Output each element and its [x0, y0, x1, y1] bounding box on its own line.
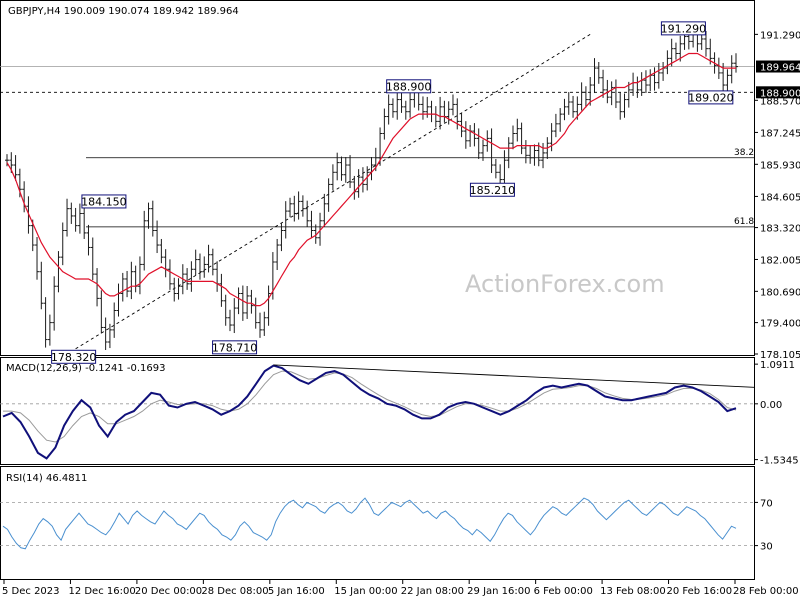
x-tick-label: 6 Feb 00:00 — [534, 586, 593, 597]
x-tick-label: 20 Dec 00:00 — [135, 586, 202, 597]
price-panel — [0, 0, 755, 356]
price-annotation-box — [81, 194, 127, 209]
y-tick-label: 188.570 — [760, 96, 800, 107]
price-annotation-label: 188.900 — [386, 80, 432, 93]
price-grid: 38.2 61.8 — [0, 33, 754, 350]
y-tick-label: 191.290 — [760, 30, 800, 41]
price-annotation-box — [660, 21, 706, 36]
watermark: ActionForex.com — [465, 270, 665, 298]
price-annotation-label: 178.710 — [212, 341, 258, 354]
price-annotation-label: 178.320 — [51, 351, 97, 364]
x-tick-label: 28 Dec 08:00 — [201, 586, 268, 597]
moving-average-line — [6, 52, 736, 307]
price-annotation-box — [51, 349, 97, 364]
price-annotation-box — [688, 90, 734, 105]
price-annotation-box — [212, 340, 258, 355]
rising-trendline — [75, 33, 591, 350]
macd-y-tick-label: -1.5345 — [760, 456, 799, 467]
y-tick-label: 185.930 — [760, 160, 800, 171]
rsi-line — [2, 497, 737, 550]
macd-trendline — [273, 364, 755, 388]
price-label-box — [756, 86, 800, 99]
y-tick-label: 179.400 — [760, 319, 800, 330]
y-tick-label: 178.105 — [760, 350, 800, 361]
y-tick-label: 184.605 — [760, 192, 800, 203]
rsi-panel — [0, 466, 755, 580]
x-tick-label: 29 Jan 16:00 — [467, 586, 530, 597]
macd-signal-line — [3, 370, 737, 443]
price-annotation-label: 191.290 — [661, 22, 707, 35]
x-tick-label: 13 Feb 08:00 — [600, 586, 666, 597]
fib-level-label: 61.8 — [734, 217, 754, 227]
x-tick-label: 22 Jan 08:00 — [401, 586, 464, 597]
y-tick-label: 189.964 — [760, 63, 800, 74]
rsi-y-axis: 70 30 — [754, 498, 773, 553]
y-tick-label: 180.690 — [760, 287, 800, 298]
price-annotation-box — [469, 182, 515, 197]
price-label-box — [756, 60, 800, 73]
macd-y-tick-label: 0.00 — [760, 400, 782, 411]
price-annotation-label: 189.020 — [688, 91, 734, 104]
macd-series — [0, 364, 755, 460]
price-annotations: 178.320 184.150 178.710 188.900 185.210 191.2… — [51, 21, 734, 364]
macd-panel-title: MACD(12,26,9) -0.1241 -0.1693 — [6, 363, 166, 374]
price-annotation-label: 184.150 — [81, 195, 127, 208]
x-tick-label: 5 Dec 2023 — [2, 586, 60, 597]
x-tick-label: 20 Feb 16:00 — [667, 586, 733, 597]
rsi-series — [0, 497, 754, 550]
y-tick-label: 182.005 — [760, 255, 800, 266]
macd-y-axis: 1.0911 0.00 -1.5345 — [754, 360, 799, 467]
rsi-y-tick-label: 30 — [760, 542, 773, 553]
price-panel-title: GBPJPY,H4 190.009 190.074 189.942 189.96… — [8, 6, 239, 17]
macd-line — [2, 364, 737, 460]
x-axis: 5 Dec 2023 12 Dec 16:00 20 Dec 00:00 28 Dec… — [2, 580, 799, 597]
x-tick-label: 28 Feb 00:00 — [733, 586, 799, 597]
y-tick-label: 188.900 — [760, 88, 800, 99]
rsi-y-tick-label: 70 — [760, 498, 773, 509]
price-annotation-box — [386, 79, 432, 94]
fib-level-label: 38.2 — [734, 148, 754, 158]
macd-panel — [0, 357, 755, 465]
rsi-panel-title: RSI(14) 46.4811 — [6, 473, 87, 484]
macd-y-tick-label: 1.0911 — [760, 360, 795, 371]
x-tick-label: 15 Jan 00:00 — [334, 586, 397, 597]
price-series — [5, 24, 738, 350]
price-annotation-label: 185.210 — [470, 184, 516, 197]
y-tick-label: 183.320 — [760, 224, 800, 235]
y-tick-label: 187.245 — [760, 128, 800, 139]
x-tick-label: 12 Dec 16:00 — [68, 586, 135, 597]
x-tick-label: 5 Jan 16:00 — [268, 586, 325, 597]
